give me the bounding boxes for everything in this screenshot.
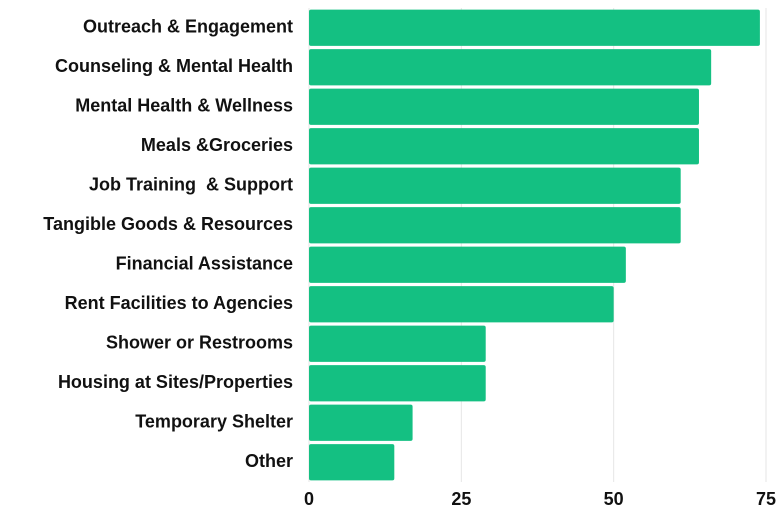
y-tick-label: Tangible Goods & Resources [43, 214, 293, 234]
y-tick-label: Job Training & Support [89, 175, 293, 195]
bar [309, 365, 486, 402]
x-tick-label: 0 [304, 489, 314, 509]
bar [309, 128, 699, 165]
y-tick-label: Counseling & Mental Health [55, 56, 293, 76]
y-tick-label: Mental Health & Wellness [75, 96, 293, 116]
bar [309, 167, 681, 204]
bar [309, 444, 395, 481]
bar [309, 9, 760, 46]
bar [309, 49, 712, 86]
bar [309, 404, 413, 441]
y-tick-label: Meals &Groceries [141, 135, 293, 155]
bar [309, 286, 614, 323]
y-tick-label: Temporary Shelter [135, 412, 293, 432]
y-tick-label: Shower or Restrooms [106, 333, 293, 353]
x-tick-label: 50 [604, 489, 624, 509]
y-tick-label: Financial Assistance [116, 254, 293, 274]
y-tick-label: Other [245, 451, 293, 471]
bar [309, 88, 699, 125]
y-tick-label: Rent Facilities to Agencies [65, 293, 293, 313]
x-tick-label: 25 [451, 489, 471, 509]
bar [309, 246, 626, 283]
bar [309, 207, 681, 244]
x-tick-label: 75 [756, 489, 776, 509]
y-tick-label: Outreach & Engagement [83, 17, 293, 37]
bar [309, 325, 486, 362]
y-tick-label: Housing at Sites/Properties [58, 372, 293, 392]
